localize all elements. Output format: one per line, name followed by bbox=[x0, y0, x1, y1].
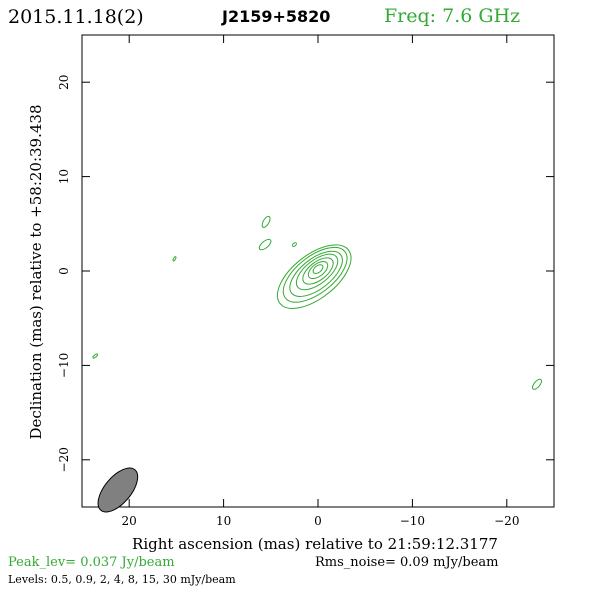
epoch-label: 2015.11.18(2) bbox=[8, 6, 144, 28]
core-contour bbox=[289, 250, 343, 297]
plot-frame bbox=[81, 34, 555, 508]
contour-group bbox=[92, 215, 543, 513]
component-contour bbox=[258, 238, 272, 251]
peak-level: Peak_lev= 0.037 Jy/beam bbox=[8, 555, 175, 570]
axis-ticks: 20 10 0 −10 −20 20 10 0 −10 −20 bbox=[57, 35, 554, 528]
component-contour bbox=[172, 256, 177, 262]
component-contour bbox=[291, 242, 297, 247]
y-axis-label: Declination (mas) relative to +58:20:39.… bbox=[27, 104, 45, 439]
core-contour bbox=[295, 253, 339, 291]
core-contour bbox=[312, 264, 324, 274]
core-contour bbox=[282, 246, 348, 303]
x-tick-label: 0 bbox=[314, 514, 322, 528]
frequency-label: Freq: 7.6 GHz bbox=[384, 5, 520, 27]
source-name: J2159+5820 bbox=[221, 7, 330, 26]
x-tick-label: −20 bbox=[494, 514, 519, 528]
beam-ellipse bbox=[97, 467, 139, 513]
x-tick-label: 20 bbox=[122, 514, 137, 528]
core-contour bbox=[307, 261, 329, 280]
component-contour bbox=[92, 353, 99, 359]
x-axis-label: Right ascension (mas) relative to 21:59:… bbox=[132, 535, 498, 553]
rms-noise: Rms_noise= 0.09 mJy/beam bbox=[315, 555, 498, 570]
x-tick-label: 10 bbox=[216, 514, 231, 528]
y-tick-label: −20 bbox=[57, 447, 71, 472]
component-contour bbox=[261, 215, 271, 228]
x-tick-label: −10 bbox=[400, 514, 425, 528]
core-contour bbox=[276, 244, 352, 309]
component-contour bbox=[532, 378, 543, 390]
y-tick-label: 0 bbox=[57, 267, 71, 275]
y-tick-label: −10 bbox=[57, 353, 71, 378]
y-tick-label: 20 bbox=[57, 75, 71, 90]
core-contour bbox=[302, 257, 334, 285]
y-tick-label: 10 bbox=[57, 169, 71, 184]
contour-levels: Levels: 0.5, 0.9, 2, 4, 8, 15, 30 mJy/be… bbox=[8, 573, 236, 586]
